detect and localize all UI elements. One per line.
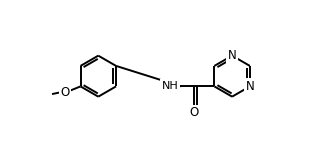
Text: NH: NH	[161, 81, 178, 91]
Text: O: O	[60, 86, 70, 99]
Text: N: N	[246, 80, 254, 93]
Text: O: O	[190, 106, 199, 119]
Text: N: N	[228, 49, 236, 62]
